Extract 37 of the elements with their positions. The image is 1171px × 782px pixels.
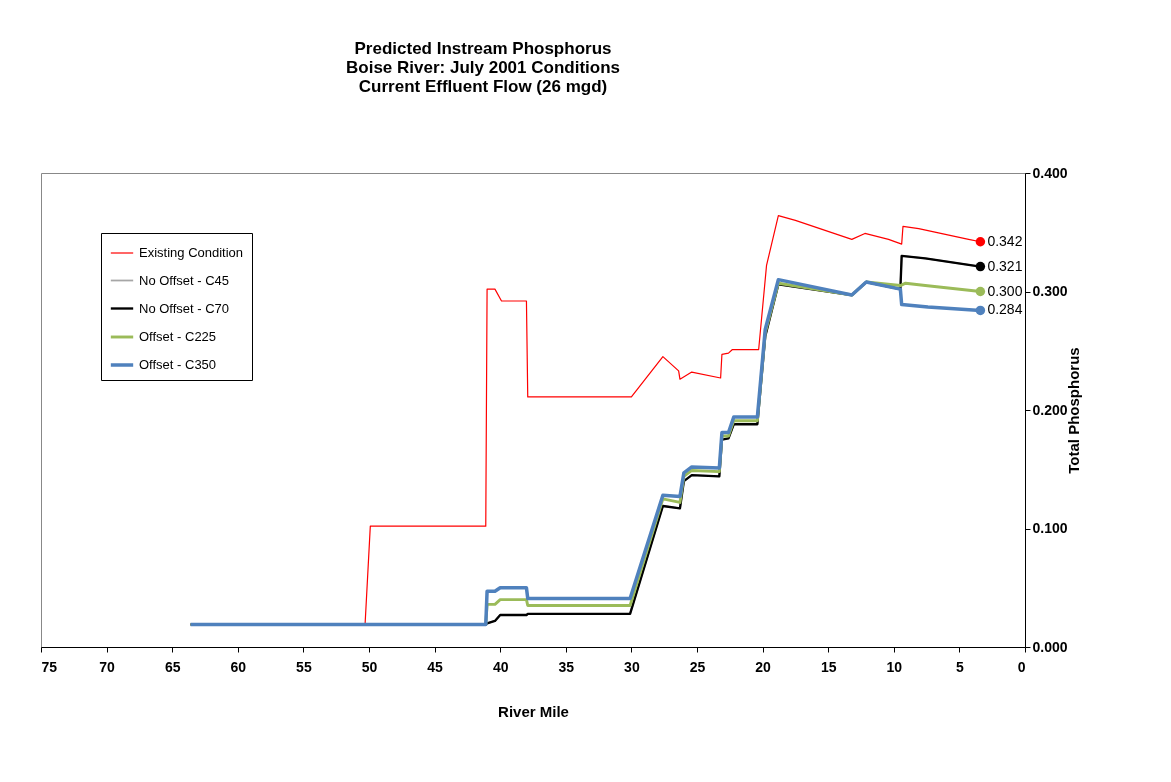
legend-label: No Offset - C45 [139,272,230,288]
x-tick-label: 40 [492,658,509,675]
x-tick-label: 65 [164,658,181,675]
x-tick-label: 0 [1017,658,1026,675]
x-tick-label: 15 [820,658,837,675]
x-tick-label: 50 [361,658,378,675]
data-label: 0.342 [987,232,1023,249]
y-tick-label: 0.000 [1032,638,1068,655]
x-tick-label: 45 [427,658,444,675]
point [975,261,986,272]
legend-label: Existing Condition [139,245,244,260]
point [975,286,986,297]
x-tick-label: 25 [689,658,706,675]
legend-label: No Offset - C70 [139,300,230,316]
x-tick-label: 30 [624,658,640,675]
text: Predicted Instream Phosphorus [354,39,612,58]
text: Boise River: July 2001 Conditions [346,58,620,77]
legend-label: Offset - C225 [139,329,217,344]
text: Current Effluent Flow (26 mgd) [358,77,608,96]
x-tick-label: 75 [41,658,58,675]
legend-label: Offset - C350 [139,357,217,372]
x-tick-label: 35 [558,658,575,675]
data-label: 0.321 [987,257,1023,274]
x-tick-label: 55 [296,658,312,675]
x-tick-label: 60 [230,658,247,675]
point [975,237,986,247]
x-axis-title: River Mile [498,702,569,720]
x-tick-label: 20 [755,658,772,675]
x-tick-label: 10 [886,658,903,675]
y-tick-label: 0.100 [1032,520,1068,536]
data-label: 0.300 [987,282,1023,299]
y-tick-label: 0.300 [1032,283,1068,299]
y-tick-label: 0.400 [1032,164,1068,181]
x-tick-label: 70 [99,658,116,675]
data-label: 0.284 [987,301,1023,318]
x-tick-label: 5 [956,658,964,675]
point [975,305,986,316]
